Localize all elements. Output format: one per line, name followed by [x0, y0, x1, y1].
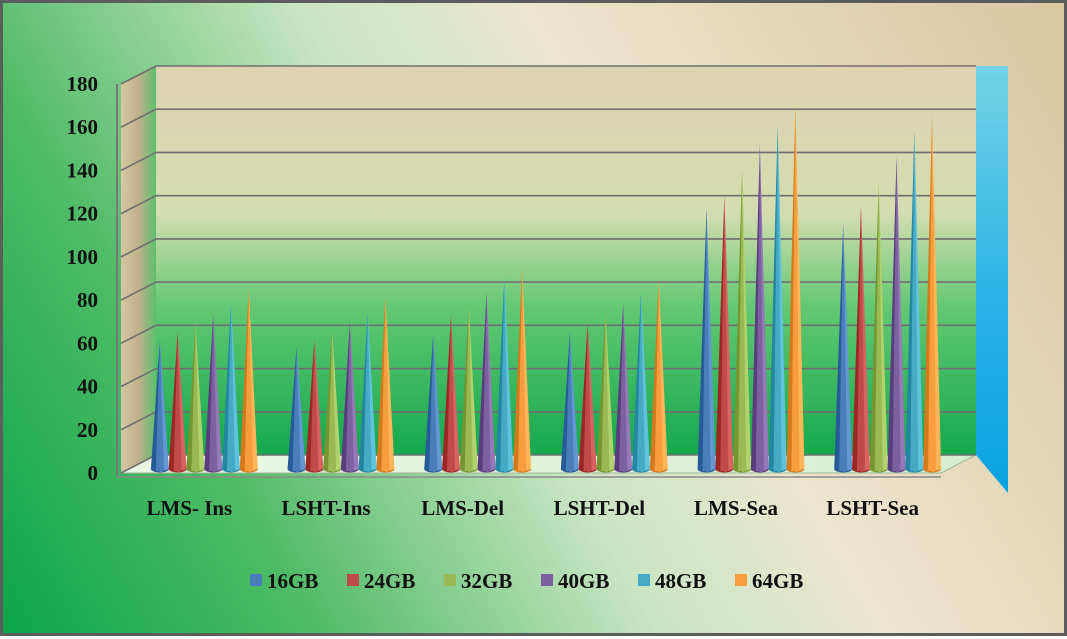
cone-40GB-LSHTIns [340, 321, 359, 473]
cone-48GB-LMSIns [222, 303, 240, 473]
cone-16GB-LSHTIns [287, 346, 306, 473]
legend-label: 32GB [461, 569, 512, 593]
legend-item-24GB: 24GB [347, 569, 415, 593]
cone-40GB-LMSSea [750, 143, 769, 473]
right-side-panel [976, 66, 1008, 493]
cone-40GB-LSHTSea [887, 156, 906, 473]
legend-swatch [638, 574, 650, 586]
x-category-label: LMS- Ins [146, 496, 232, 520]
x-category-label: LSHT-Del [554, 496, 646, 520]
cone-16GB-LMSSea [697, 208, 716, 473]
gridline [120, 324, 976, 345]
legend-label: 48GB [655, 569, 706, 593]
side-wall [121, 66, 156, 473]
cone-64GB-LMSDel [513, 269, 532, 473]
cone-64GB-LMSIns [239, 288, 258, 473]
gridline [120, 65, 976, 85]
cone-24GB-LSHTIns [305, 340, 324, 473]
cone-48GB-LSHTIns [358, 312, 377, 473]
cone-64GB-LMSSea [786, 104, 805, 473]
cone-24GB-LMSSea [715, 195, 734, 473]
cone-40GB-LMSDel [477, 292, 496, 473]
cone-32GB-LSHTDel [596, 312, 615, 473]
legend-swatch [541, 574, 553, 586]
x-category-label: LSHT-Ins [281, 496, 370, 520]
cone-64GB-LSHTIns [376, 297, 395, 473]
y-tick-label: 0 [88, 461, 99, 485]
gridline [120, 238, 976, 258]
cone-16GB-LSHTDel [560, 331, 579, 473]
cone-16GB-LMSDel [424, 333, 443, 473]
gridline [120, 151, 976, 172]
y-tick-label: 140 [67, 158, 99, 182]
gridline [120, 108, 976, 128]
cone-32GB-LSHTIns [323, 329, 342, 473]
cone-64GB-LSHTSea [923, 115, 942, 473]
cone-48GB-LSHTSea [905, 130, 924, 473]
legend-item-48GB: 48GB [638, 569, 706, 593]
y-tick-label: 180 [67, 72, 99, 96]
x-category-label: LSHT-Sea [826, 496, 919, 520]
y-tick-label: 120 [67, 202, 99, 226]
y-tick-label: 100 [67, 245, 99, 269]
legend-label: 16GB [267, 569, 318, 593]
cone-40GB-LSHTDel [614, 303, 633, 473]
cone-24GB-LSHTDel [578, 323, 597, 473]
legend-item-16GB: 16GB [250, 569, 318, 593]
cone-32GB-LMSSea [733, 169, 752, 473]
cone-chart: 0 20 40 60 80 100 120 140 160 180 LMS- Ins LSHT-Ins… [67, 65, 1008, 593]
legend-swatch [250, 574, 262, 586]
y-tick-label: 160 [67, 115, 99, 139]
legend-swatch [735, 574, 747, 586]
cone-64GB-LSHTDel [649, 279, 668, 473]
cone-48GB-LMSSea [768, 124, 787, 473]
y-tick-label: 20 [77, 418, 98, 442]
legend-swatch [347, 574, 359, 586]
cone-24GB-LMSIns [168, 331, 187, 473]
cone-24GB-LMSDel [442, 316, 460, 473]
legend-item-40GB: 40GB [541, 569, 609, 593]
cone-32GB-LSHTSea [869, 182, 888, 473]
legend-item-32GB: 32GB [444, 569, 512, 593]
cone-16GB-LSHTSea [834, 223, 853, 473]
cone-48GB-LSHTDel [632, 292, 650, 473]
cone-32GB-LMSIns [186, 323, 205, 473]
legend-label: 24GB [364, 569, 415, 593]
cone-32GB-LMSDel [459, 305, 478, 473]
legend-label: 40GB [558, 569, 609, 593]
x-category-label: LMS-Sea [694, 496, 779, 520]
y-tick-label: 80 [77, 288, 98, 312]
cone-16GB-LMSIns [150, 340, 169, 473]
legend-label: 64GB [752, 569, 803, 593]
gridline [120, 194, 976, 215]
y-tick-label: 40 [77, 375, 98, 399]
cone-24GB-LSHTSea [852, 206, 870, 473]
cone-48GB-LMSDel [495, 277, 514, 473]
legend-swatch [444, 574, 456, 586]
gridline [120, 281, 976, 301]
cone-40GB-LMSIns [204, 314, 223, 473]
y-tick-label: 60 [77, 331, 98, 355]
x-category-label: LMS-Del [421, 496, 504, 520]
legend-item-64GB: 64GB [735, 569, 803, 593]
